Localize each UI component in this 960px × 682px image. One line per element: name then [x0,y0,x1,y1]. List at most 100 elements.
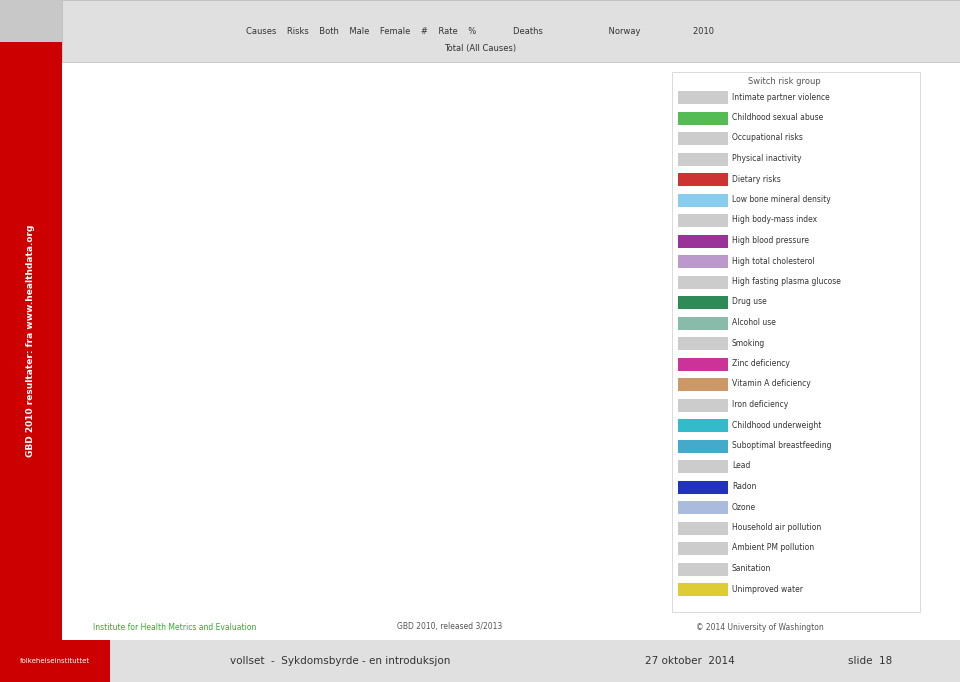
Text: Smoking: Smoking [732,338,765,348]
Text: Unimproved water: Unimproved water [732,584,803,593]
Bar [352,536,374,538]
Bar [561,599,583,604]
Text: aldersgruppe som kan: aldersgruppe som kan [163,226,319,240]
Bar [0,640,960,682]
Bar [275,599,297,600]
Bar [587,599,609,600]
Bar [678,255,728,268]
Text: Switch risk group: Switch risk group [748,78,821,87]
Bar [678,419,728,432]
Bar [222,602,244,604]
Text: 27 oktober  2014: 27 oktober 2014 [645,656,734,666]
Bar [678,460,728,473]
Text: Alcohol use: Alcohol use [732,318,776,327]
Bar [612,546,635,600]
Text: High fasting plasma glucose: High fasting plasma glucose [732,277,841,286]
Bar [561,595,583,599]
Bar [678,501,728,514]
Bar [0,42,62,640]
Bar [672,72,920,612]
Bar [300,599,323,604]
Bar [326,578,348,595]
Text: vollset  -  Sykdomsbyrde - en introduksjon: vollset - Sykdomsbyrde - en introduksjon [229,656,450,666]
Bar [678,235,728,248]
Bar [678,91,728,104]
Text: High body-mass index: High body-mass index [732,216,817,224]
Text: High total cholesterol: High total cholesterol [732,256,815,265]
Bar [678,111,728,125]
Text: Intimate partner violence: Intimate partner violence [732,93,829,102]
Text: Ozone: Ozone [732,503,756,512]
Bar [456,493,478,496]
Y-axis label: Attributable % Deaths: Attributable % Deaths [85,302,96,417]
Text: Total (All Causes): Total (All Causes) [444,44,516,53]
Bar [456,567,478,589]
Bar [300,595,323,599]
Text: Stoffmisbruk: Stoffmisbruk [376,547,468,560]
Text: % av dødsfall i hver 5-års: % av dødsfall i hver 5-års [163,196,340,210]
Bar [587,530,609,531]
Text: Lead: Lead [732,462,751,471]
Bar [404,543,426,585]
Bar [678,194,728,207]
Bar [678,276,728,288]
Bar [678,316,728,329]
Bar [482,499,504,578]
Bar [678,296,728,309]
Bar [378,511,400,538]
Bar [678,563,728,576]
Bar [430,498,452,555]
Bar [678,583,728,596]
Bar [509,595,531,604]
Text: 25-70 år: 25-70 år [422,420,487,435]
Text: GBD 2010 resultater: fra www.healthdata.org: GBD 2010 resultater: fra www.healthdata.… [27,225,36,457]
Text: (Alkohol, stoff og tobakk): (Alkohol, stoff og tobakk) [163,161,382,176]
Text: Sanitation: Sanitation [732,564,772,573]
Bar [678,398,728,411]
Bar [561,518,583,595]
Bar [326,575,348,578]
Bar [326,595,348,604]
Text: Alkohol: Alkohol [369,579,420,592]
Bar [378,508,400,511]
Text: Zinc deficiency: Zinc deficiency [732,359,790,368]
Bar [612,545,635,546]
Text: Dietary risks: Dietary risks [732,175,780,183]
Bar [678,214,728,227]
Bar [248,601,270,604]
Bar [482,592,504,604]
Bar [404,585,426,604]
Bar [352,590,374,604]
Text: Vitamin A deficiency: Vitamin A deficiency [732,379,811,389]
Text: Drug use: Drug use [732,297,767,306]
Bar [535,506,557,592]
Text: Iron deficiency: Iron deficiency [732,400,788,409]
Text: Occupational risks: Occupational risks [732,134,803,143]
Bar [430,587,452,604]
Text: tilskrives hver enkelt faktor: tilskrives hver enkelt faktor [163,256,353,270]
Bar [352,538,374,553]
Bar [404,499,426,543]
Bar [612,600,635,601]
Bar [587,600,609,604]
Bar [456,496,478,567]
Text: Causes    Risks    Both    Male    Female    #    Rate    %              Deaths : Causes Risks Both Male Female # Rate % D… [246,27,714,37]
Text: GBD 2010, released 3/2013: GBD 2010, released 3/2013 [397,623,503,632]
Bar [678,522,728,535]
Text: Ambient PM pollution: Ambient PM pollution [732,544,814,552]
Bar [678,542,728,555]
Bar [482,578,504,592]
Text: Radon: Radon [732,482,756,491]
Bar [678,439,728,452]
Text: Low bone mineral density: Low bone mineral density [732,195,830,204]
Bar [509,587,531,595]
Bar [430,495,452,498]
Text: Rus-relaterte risikofaktorer Norge 2010: Rus-relaterte risikofaktorer Norge 2010 [163,128,504,143]
Text: Suboptimal breastfeeding: Suboptimal breastfeeding [732,441,831,450]
Bar [509,500,531,503]
Bar [678,378,728,391]
Text: folkehelseinstituttet: folkehelseinstituttet [20,658,90,664]
Bar [535,592,557,597]
Bar [612,601,635,604]
Bar [678,132,728,145]
